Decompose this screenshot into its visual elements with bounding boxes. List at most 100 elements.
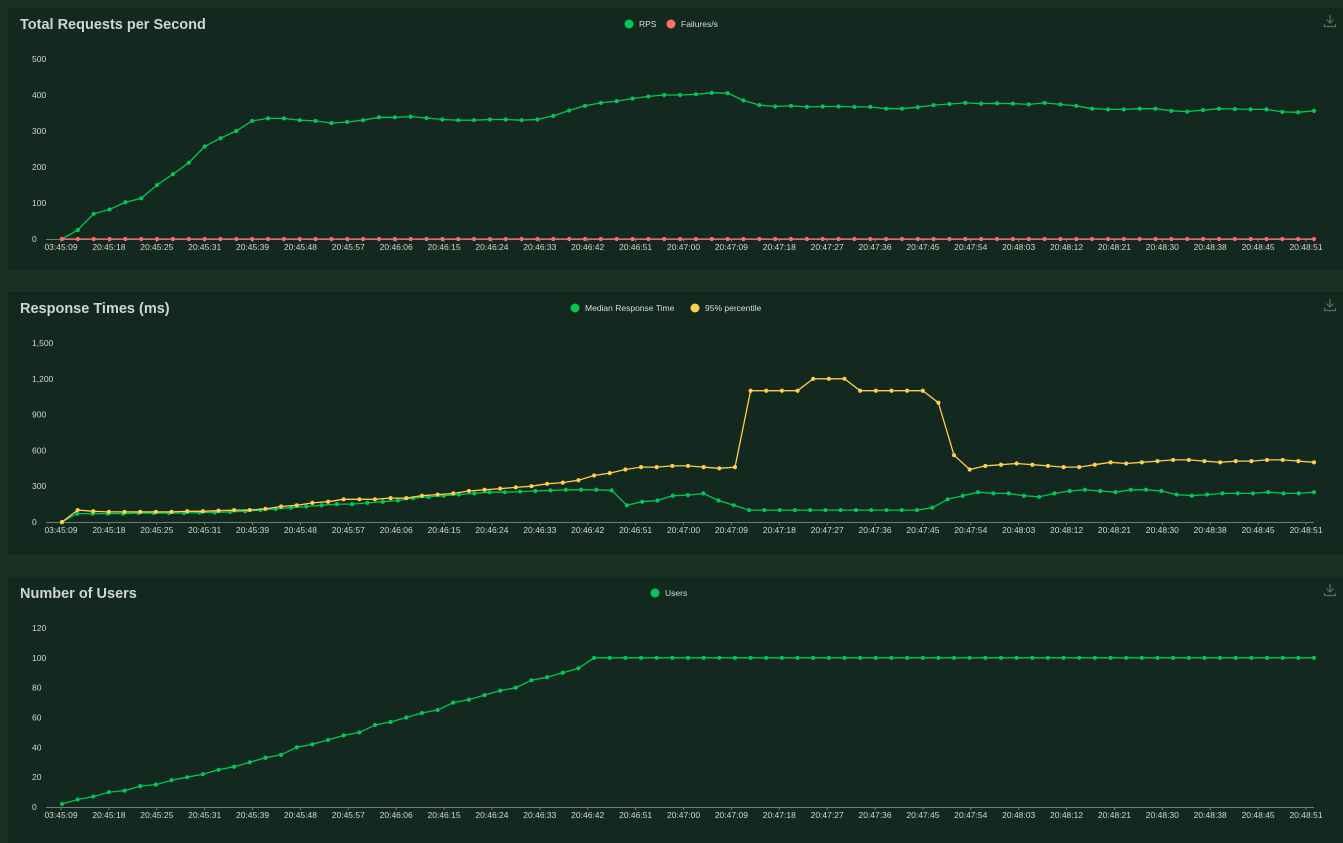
data-point bbox=[1108, 655, 1113, 660]
x-tick-label: 20:48:51 bbox=[1289, 810, 1322, 820]
download-icon[interactable] bbox=[1323, 14, 1337, 28]
data-point bbox=[279, 504, 284, 509]
data-point bbox=[1030, 462, 1035, 467]
legend-label: Median Response Time bbox=[585, 303, 675, 313]
x-tick-label: 20:47:27 bbox=[811, 810, 844, 820]
data-point bbox=[139, 196, 144, 201]
download-icon[interactable] bbox=[1323, 583, 1337, 597]
data-point bbox=[440, 236, 445, 242]
data-point bbox=[1186, 655, 1191, 660]
data-point bbox=[216, 508, 221, 513]
data-point bbox=[502, 490, 507, 495]
x-tick-label: 20:48:38 bbox=[1194, 242, 1227, 252]
data-point bbox=[1082, 487, 1088, 492]
data-point bbox=[341, 733, 346, 738]
data-point bbox=[388, 719, 393, 725]
data-point bbox=[106, 509, 112, 514]
data-point bbox=[1061, 465, 1066, 470]
data-point bbox=[466, 488, 471, 494]
data-point bbox=[265, 116, 271, 121]
data-point bbox=[75, 236, 80, 242]
data-point bbox=[582, 103, 588, 108]
data-point bbox=[154, 236, 160, 242]
data-point bbox=[945, 497, 950, 502]
data-point bbox=[1264, 655, 1270, 660]
data-point bbox=[1248, 236, 1253, 242]
data-point bbox=[186, 160, 191, 165]
data-point bbox=[1171, 457, 1176, 463]
data-point bbox=[1281, 491, 1286, 496]
data-point bbox=[1124, 461, 1129, 466]
legend-item: Median Response Time bbox=[570, 303, 675, 313]
x-tick-label: 20:48:38 bbox=[1194, 810, 1227, 820]
data-point bbox=[404, 496, 409, 501]
data-point bbox=[408, 114, 413, 119]
data-point bbox=[106, 789, 112, 795]
data-point bbox=[709, 236, 714, 242]
data-point bbox=[607, 470, 612, 476]
x-tick-label: 20:47:18 bbox=[763, 810, 796, 820]
data-point bbox=[1235, 491, 1240, 496]
data-point bbox=[748, 388, 753, 393]
data-point bbox=[91, 794, 96, 799]
data-point bbox=[915, 236, 920, 242]
x-tick-label: 20:46:42 bbox=[571, 810, 604, 820]
x-tick-label: 20:46:33 bbox=[523, 525, 556, 535]
download-icon[interactable] bbox=[1323, 298, 1337, 312]
x-tick-label: 20:48:03 bbox=[1002, 242, 1035, 252]
x-tick-label: 03:45:09 bbox=[44, 525, 77, 535]
x-tick-label: 20:47:45 bbox=[906, 242, 939, 252]
data-point bbox=[884, 507, 889, 513]
data-point bbox=[795, 655, 800, 660]
data-point bbox=[655, 498, 660, 503]
data-point bbox=[899, 106, 905, 111]
data-point bbox=[1067, 488, 1072, 494]
data-point bbox=[533, 488, 538, 494]
data-point bbox=[513, 485, 518, 490]
legend-swatch bbox=[690, 303, 700, 313]
data-point bbox=[310, 742, 315, 747]
data-point bbox=[503, 236, 508, 242]
data-point bbox=[1137, 106, 1142, 111]
data-point bbox=[630, 236, 635, 242]
data-point bbox=[456, 118, 461, 123]
data-point bbox=[646, 236, 651, 242]
data-point bbox=[685, 463, 691, 469]
data-point bbox=[567, 236, 572, 242]
data-point bbox=[975, 490, 981, 495]
data-point bbox=[361, 118, 366, 123]
x-tick-label: 20:45:39 bbox=[236, 525, 269, 535]
data-point bbox=[1185, 236, 1190, 242]
data-point bbox=[440, 117, 445, 122]
data-point bbox=[685, 655, 691, 660]
data-point bbox=[899, 507, 904, 513]
x-tick-label: 20:45:57 bbox=[332, 810, 365, 820]
data-point bbox=[685, 493, 691, 498]
data-point bbox=[1021, 493, 1027, 498]
data-point bbox=[994, 101, 1000, 106]
data-point bbox=[773, 104, 778, 109]
data-point bbox=[931, 236, 936, 242]
data-point bbox=[529, 484, 534, 489]
y-tick-label: 100 bbox=[32, 653, 46, 663]
data-point bbox=[325, 737, 331, 742]
data-point bbox=[1139, 460, 1144, 465]
legend-swatch bbox=[650, 588, 660, 598]
data-point bbox=[1143, 487, 1149, 492]
data-point bbox=[576, 478, 581, 483]
x-tick-label: 20:47:18 bbox=[763, 525, 796, 535]
data-point bbox=[914, 507, 920, 513]
x-tick-label: 20:46:06 bbox=[380, 242, 413, 252]
data-point bbox=[482, 487, 487, 492]
data-point bbox=[842, 376, 847, 381]
data-point bbox=[1061, 655, 1066, 660]
x-tick-label: 20:46:06 bbox=[380, 810, 413, 820]
y-tick-label: 1,500 bbox=[32, 338, 54, 348]
data-point bbox=[967, 467, 972, 472]
data-point bbox=[186, 236, 191, 242]
data-point bbox=[59, 801, 65, 807]
data-point bbox=[1200, 108, 1206, 113]
x-tick-label: 20:48:51 bbox=[1289, 525, 1322, 535]
data-point bbox=[836, 104, 841, 109]
data-point bbox=[170, 236, 176, 242]
